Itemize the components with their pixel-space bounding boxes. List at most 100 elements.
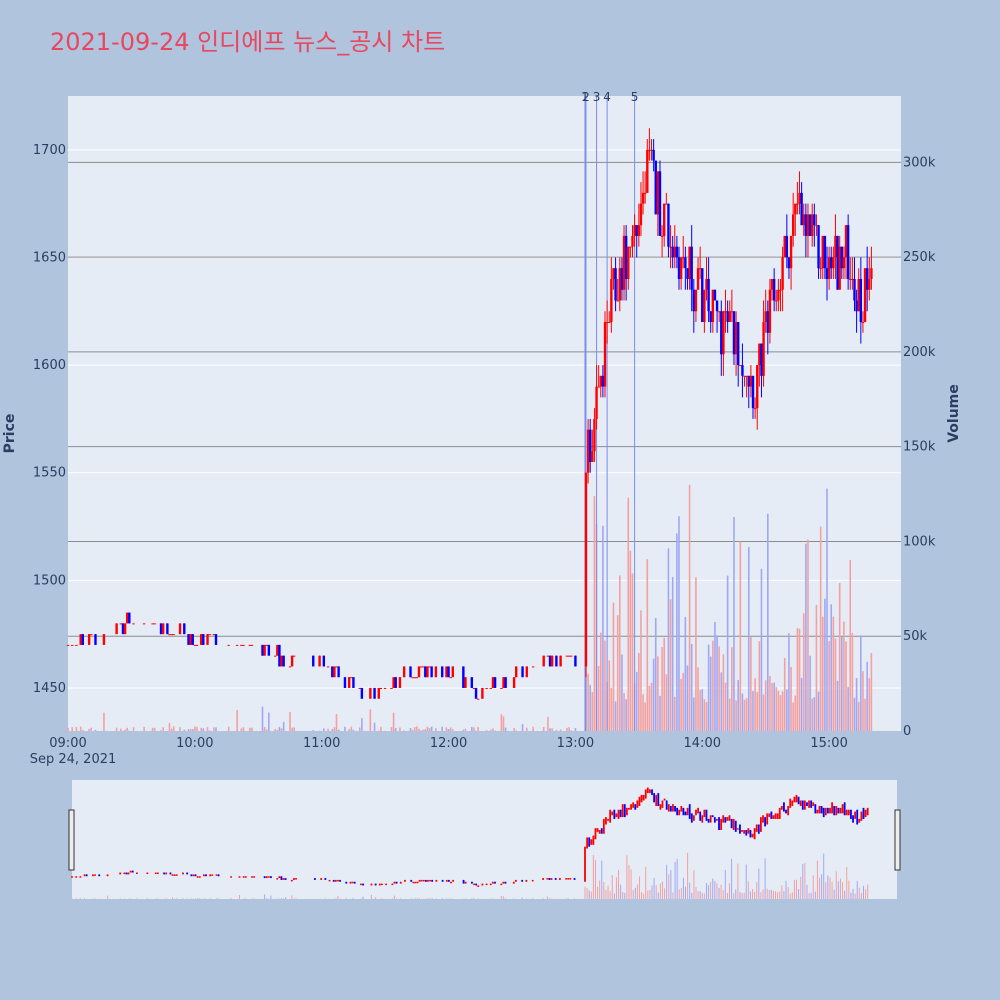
candle-body <box>574 655 577 667</box>
y-axis-title: Price <box>2 414 18 454</box>
mini-volume-bar <box>787 886 789 899</box>
mini-volume-bar <box>218 898 220 899</box>
mini-volume-bar <box>739 892 741 899</box>
candle-body <box>504 677 507 688</box>
mini-volume-bar <box>659 883 661 899</box>
volume-bar <box>834 638 837 731</box>
mini-volume-bar <box>643 893 645 899</box>
candle-body <box>770 278 774 290</box>
mini-volume-bar <box>795 879 797 899</box>
mini-candle <box>370 883 373 886</box>
candle-body <box>749 375 753 387</box>
volume-bar <box>857 701 860 731</box>
mini-volume-bar <box>779 891 781 899</box>
mini-candle <box>531 879 534 882</box>
candle-body <box>734 322 738 355</box>
mini-candle <box>716 818 718 821</box>
candle-body <box>462 666 465 688</box>
range-slider-right-handle[interactable] <box>894 809 901 871</box>
mini-candle <box>324 878 327 880</box>
mini-candle <box>542 878 545 880</box>
mini-candle <box>418 879 421 882</box>
candle-body <box>787 257 791 269</box>
candle-body <box>350 677 353 679</box>
volume-bar <box>716 635 718 731</box>
candle-body <box>861 322 865 324</box>
mini-volume-bar <box>781 885 783 899</box>
mini-candle <box>753 828 756 840</box>
volume-bar <box>132 727 135 731</box>
mini-candle <box>764 817 766 827</box>
candle-body <box>783 235 786 258</box>
mini-candle <box>651 789 653 795</box>
mini-volume-bar <box>172 897 174 899</box>
candle-body <box>195 644 199 646</box>
mini-candle <box>600 828 603 834</box>
candle-body <box>589 429 592 462</box>
mini-volume-bar <box>203 898 205 899</box>
candle-body <box>559 655 562 667</box>
volume-bar <box>422 729 424 731</box>
mini-candle <box>550 878 553 880</box>
volume-bar <box>623 693 625 731</box>
mini-volume-bar <box>446 898 448 899</box>
mini-candle <box>290 879 293 882</box>
mini-candle <box>429 879 431 882</box>
candle-body <box>434 666 438 678</box>
candle-body <box>383 687 387 689</box>
volume-bar <box>90 727 93 731</box>
volume-bar <box>669 599 672 731</box>
volume-bar <box>855 677 858 731</box>
candle-body <box>430 666 433 678</box>
candle-body <box>751 375 755 409</box>
volume-bar <box>866 661 868 731</box>
candle-body <box>161 623 165 635</box>
mini-candle <box>833 806 836 816</box>
candle-body <box>813 214 816 226</box>
candle-body <box>639 203 643 226</box>
candle-body <box>206 634 209 645</box>
mini-candle <box>276 878 279 880</box>
candle-body <box>597 386 600 388</box>
mini-volume-bar <box>833 889 835 899</box>
volume-bar <box>555 730 558 731</box>
mini-candle <box>146 872 149 875</box>
candle-body <box>288 666 292 668</box>
mini-volume-bar <box>670 870 672 899</box>
mini-candle <box>625 807 628 816</box>
mini-candle <box>230 876 233 878</box>
candle-body <box>235 644 239 646</box>
volume-bar <box>358 727 361 731</box>
candle-body <box>377 687 380 699</box>
volume-bar <box>690 643 693 731</box>
mini-candle <box>554 878 557 880</box>
candle-body <box>402 666 406 678</box>
candle-body <box>853 278 856 301</box>
x-tick-label: 11:00 <box>303 736 340 751</box>
mini-candle <box>215 874 218 876</box>
volume-bar <box>747 546 750 731</box>
mini-candle <box>793 796 796 803</box>
mini-volume-bar <box>758 868 760 899</box>
volume-bar <box>671 577 674 731</box>
volume-bar <box>862 671 864 731</box>
candle-body <box>470 677 474 688</box>
mini-candle <box>831 802 833 814</box>
volume-bar <box>390 727 393 731</box>
volume-bar <box>549 728 551 731</box>
mini-volume-bar <box>590 891 592 899</box>
range-slider-left-handle[interactable] <box>68 809 75 871</box>
candle-body <box>411 677 414 679</box>
mini-volume-bar <box>701 893 703 899</box>
mini-volume-bar <box>793 879 795 899</box>
candle-body <box>834 235 837 258</box>
mini-candle <box>705 809 708 821</box>
volume-bar <box>621 654 623 731</box>
candle-body <box>635 225 638 236</box>
candle-body <box>830 257 833 269</box>
mini-candle <box>85 874 88 877</box>
mini-volume-bar <box>266 898 268 899</box>
event-label: 5 <box>631 90 639 104</box>
mini-candle <box>695 809 697 816</box>
mini-candle <box>615 813 618 818</box>
